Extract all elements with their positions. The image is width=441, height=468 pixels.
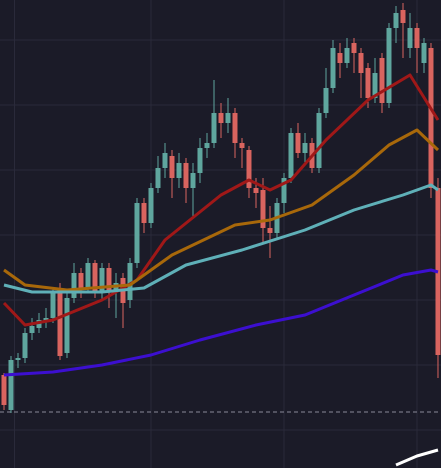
candle-body	[204, 143, 210, 148]
candle-body	[197, 148, 203, 173]
candle-body	[225, 113, 231, 123]
moving-average-line	[395, 448, 439, 467]
candle-body	[400, 10, 406, 23]
candle-body	[71, 273, 77, 298]
candle-body	[141, 203, 147, 223]
candle-body	[386, 28, 392, 103]
candle-body	[421, 43, 427, 63]
candle-body	[127, 263, 133, 300]
candle-body	[169, 156, 175, 178]
candle-body	[253, 188, 259, 193]
candle-body	[393, 13, 399, 28]
candle-body	[246, 150, 252, 188]
candle-body	[15, 358, 21, 360]
candle-body	[302, 143, 308, 153]
candle-body	[267, 228, 273, 233]
candle-body	[50, 293, 56, 318]
moving-average-line	[3, 183, 439, 294]
candle-body	[351, 43, 357, 53]
candle-body	[232, 113, 238, 143]
candle-body	[365, 68, 371, 98]
candle-body	[337, 53, 343, 63]
candle-body	[99, 268, 105, 293]
candle-body	[8, 360, 14, 410]
candle-body	[323, 88, 329, 113]
candle-body	[211, 113, 217, 143]
candle-body	[85, 263, 91, 288]
candle-body	[428, 48, 434, 188]
candle-body	[176, 163, 182, 178]
candle-body	[288, 133, 294, 178]
candle-body	[379, 58, 385, 103]
candle-body	[316, 113, 322, 168]
candle-body	[330, 48, 336, 88]
candle-body	[239, 143, 245, 148]
candle-body	[414, 28, 420, 48]
candle-body	[29, 326, 35, 333]
candle-body	[64, 298, 70, 353]
candle-body	[183, 163, 189, 188]
candle-body	[78, 273, 84, 288]
moving-average-line	[3, 268, 439, 377]
candle-body	[281, 178, 287, 203]
candle-body	[22, 333, 28, 358]
candle-body	[344, 48, 350, 63]
candle-body	[372, 73, 378, 98]
candle-body	[106, 268, 112, 290]
candle-body	[190, 173, 196, 188]
moving-average-line	[3, 128, 440, 292]
moving-average-line	[2, 73, 440, 327]
candle-body	[162, 153, 168, 168]
candle-body	[92, 263, 98, 293]
candle-body	[155, 168, 161, 188]
candle-body	[218, 113, 224, 123]
candle-body	[148, 188, 154, 223]
candle-body	[407, 28, 413, 48]
candle-body	[358, 53, 364, 73]
candle-body	[1, 375, 7, 405]
candle-body	[134, 203, 140, 263]
candle-body	[295, 133, 301, 153]
candle-body	[57, 290, 63, 356]
candle-body	[260, 190, 266, 228]
